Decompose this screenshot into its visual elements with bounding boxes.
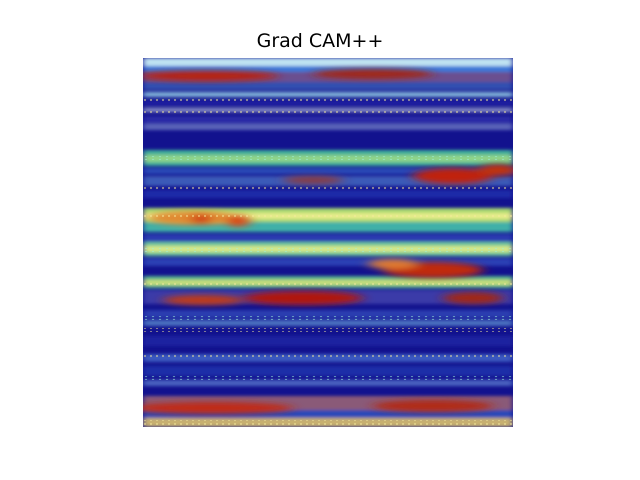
figure-title: Grad CAM++: [256, 30, 384, 52]
gradcam-heatmap-image: [143, 58, 513, 427]
